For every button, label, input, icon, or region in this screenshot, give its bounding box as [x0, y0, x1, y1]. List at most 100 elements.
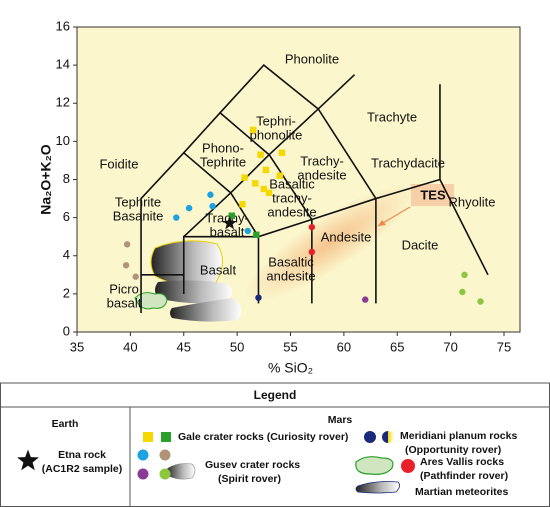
x-tick-label: 50	[230, 339, 244, 354]
field-label: Trachy-	[300, 153, 344, 168]
point	[228, 212, 235, 219]
field-label: trachy-	[272, 190, 312, 205]
y-tick-label: 8	[63, 171, 70, 186]
legend-marker	[364, 431, 376, 443]
legend-marker	[161, 432, 171, 442]
y-tick-label: 10	[56, 133, 70, 148]
field-label: Trachyte	[367, 109, 417, 124]
x-tick-label: 60	[337, 339, 351, 354]
field-label: Andesite	[321, 229, 372, 244]
point	[239, 201, 246, 208]
field-label: phonolite	[250, 127, 303, 142]
y-tick-label: 2	[63, 285, 70, 300]
legend-marker	[137, 449, 149, 461]
x-tick-label: 65	[390, 339, 404, 354]
point	[260, 185, 268, 193]
field-label: basalt	[210, 224, 245, 239]
legend-label: Meridiani planum rocks	[400, 430, 517, 442]
legend-marker	[159, 449, 171, 461]
legend-marker	[137, 468, 149, 480]
x-tick-label: 40	[123, 339, 137, 354]
field-boundary	[317, 74, 356, 110]
field-label: Trachy-	[205, 210, 249, 225]
point	[362, 296, 369, 303]
field-boundary	[268, 154, 313, 220]
legend-marker	[159, 468, 171, 480]
field-label: Basalt	[200, 262, 237, 277]
point	[123, 241, 131, 248]
legend-marker	[143, 432, 153, 442]
field-boundary	[219, 112, 270, 156]
field-label: Basaltic	[269, 176, 315, 191]
plot-layer: 35 40 45 50 55 60 65 70 75 0 2 4 6 8 10 12 14 16 % SiO₂ Na₂…	[38, 18, 512, 375]
point	[122, 262, 130, 269]
legend-label: Etna rock	[58, 449, 106, 461]
field-label: Phono-	[202, 140, 244, 155]
legend-label: Gusev crater rocks	[205, 459, 300, 471]
point	[308, 223, 316, 231]
x-tick-label: 75	[497, 339, 511, 354]
legend-marker	[17, 449, 39, 471]
y-tick-label: 16	[56, 18, 70, 33]
point	[249, 126, 257, 134]
legend-heading: Earth	[52, 418, 79, 430]
point	[276, 172, 284, 179]
y-tick-label: 14	[56, 57, 70, 72]
point	[262, 166, 270, 174]
field-label: Trachydacite	[371, 155, 445, 170]
point	[132, 273, 139, 280]
point	[255, 294, 262, 301]
legend-label: (AC1R2 sample)	[42, 463, 123, 475]
field-label: Tephri-	[256, 113, 296, 128]
x-tick-label: 35	[70, 339, 84, 354]
legend-heading: Mars	[328, 414, 353, 426]
point	[185, 204, 193, 212]
legend-label: Gale crater rocks (Curiosity rover)	[178, 431, 348, 443]
legend-title: Legend	[254, 388, 297, 402]
x-axis-title: % SiO₂	[268, 360, 313, 376]
x-tick-label: 45	[177, 339, 191, 354]
y-tick-label: 6	[63, 209, 70, 224]
field-label: Dacite	[402, 237, 439, 252]
field-label: andesite	[297, 167, 346, 182]
point	[173, 214, 180, 221]
y-tick-label: 4	[63, 247, 70, 262]
point	[222, 216, 237, 230]
point	[252, 180, 259, 187]
y-axis-title: Na₂O+K₂O	[38, 144, 54, 215]
field-label: Foidite	[99, 156, 138, 171]
field-label: Basanite	[113, 208, 164, 223]
field-boundary	[140, 64, 319, 313]
legend-label: Ares Vallis rocks	[420, 456, 504, 468]
point	[459, 288, 466, 296]
legend-label: (Spirit rover)	[218, 473, 281, 485]
legend-label: Martian meteorites	[415, 486, 509, 498]
field-label: basalt	[107, 295, 142, 310]
field-label: Tephrite	[115, 194, 161, 209]
field-boundary	[183, 152, 232, 194]
field-label: Picro	[109, 281, 139, 296]
point	[253, 231, 260, 238]
field-label: Basaltic	[268, 254, 314, 269]
point	[241, 174, 248, 181]
point	[278, 149, 286, 157]
point	[207, 191, 214, 198]
x-tick-label: 55	[283, 339, 297, 354]
field-label: Rhyolite	[449, 194, 496, 209]
field-label: Phonolite	[285, 51, 339, 66]
legend-icons	[165, 431, 400, 494]
field-label: TES	[420, 187, 446, 202]
y-tick-label: 12	[56, 95, 70, 110]
point	[308, 248, 316, 256]
field-boundary	[439, 84, 489, 276]
point	[244, 227, 251, 235]
point	[209, 202, 216, 210]
x-tick-label: 70	[443, 339, 457, 354]
point	[265, 189, 273, 197]
legend-label: (Opportunity rover)	[405, 444, 501, 456]
field-label: Tephrite	[200, 154, 246, 169]
field-boundary	[182, 178, 441, 294]
field-label: andesite	[266, 268, 315, 283]
point	[477, 298, 484, 305]
